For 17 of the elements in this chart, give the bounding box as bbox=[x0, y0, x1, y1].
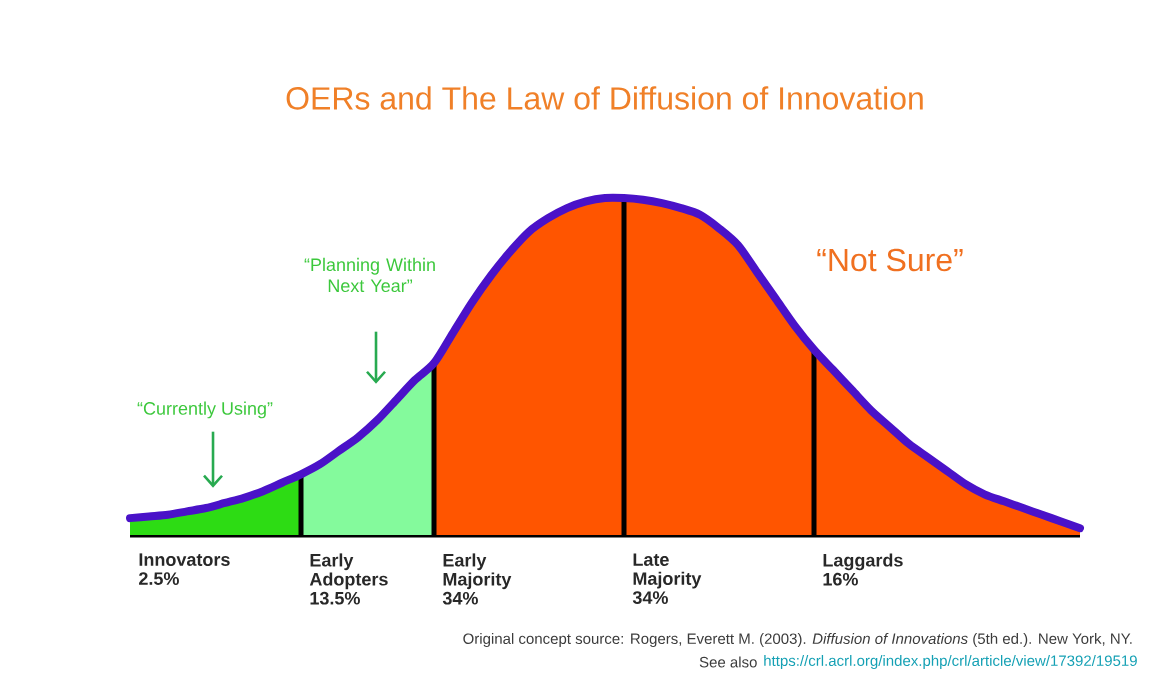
text: See also bbox=[699, 656, 757, 668]
series-label: Laggards bbox=[823, 553, 903, 571]
text: 2.5% bbox=[139, 572, 179, 585]
series-label: Early Adopters bbox=[309, 553, 388, 590]
text: https://crl.acrl.org/index.php/crl/article/view/17392/19519 bbox=[764, 655, 1137, 669]
series-label: Innovators bbox=[139, 553, 230, 566]
text: 13.5% bbox=[310, 591, 360, 605]
text: 16% bbox=[823, 572, 858, 586]
text: Original concept source: Rogers, Everett M. (2003). Diffusion of Innovations (5th ed.). New York, NY. bbox=[463, 633, 1132, 647]
text: 34% bbox=[632, 591, 668, 604]
chart-title: OERs and The Law of Diffusion of Innovation bbox=[286, 86, 923, 110]
text: 34% bbox=[442, 591, 478, 605]
annotation: “Currently Using” bbox=[137, 401, 273, 419]
series-label: Early Majority bbox=[443, 553, 512, 590]
annotation: “Not Sure” bbox=[817, 248, 963, 272]
annotation: “Planning Within Next Year” bbox=[304, 257, 435, 293]
series-label: Late Majority bbox=[633, 553, 702, 589]
